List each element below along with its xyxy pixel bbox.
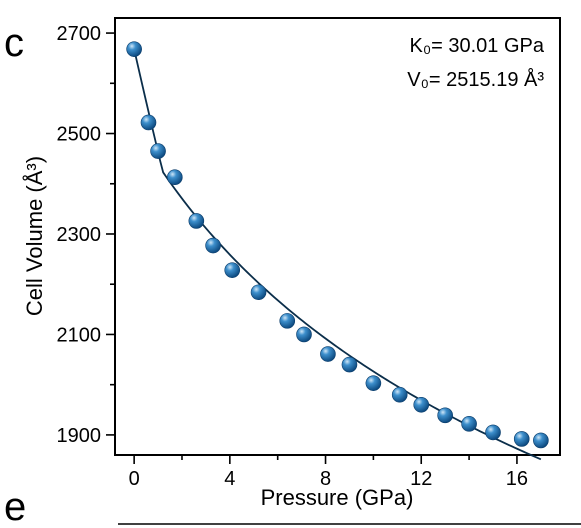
data-point: [250, 284, 267, 301]
x-axis-ticks: 0 4 8 12 16: [129, 455, 528, 490]
y-tick-label: 2700: [57, 23, 102, 45]
data-point: [296, 326, 312, 343]
data-point: [461, 416, 477, 432]
x-tick-label: 0: [129, 468, 140, 490]
y-tick-label: 2500: [57, 124, 102, 146]
x-axis-title: Pressure (GPa): [261, 485, 414, 510]
data-point: [513, 431, 530, 447]
plot-frame: [114, 17, 561, 456]
data-point: [140, 114, 157, 131]
x-tick-label: 16: [506, 468, 528, 490]
x-tick-label: 8: [320, 468, 331, 490]
data-point: [437, 407, 453, 424]
data-point: [224, 262, 241, 278]
annotation-v0: V₀= 2515.19 Å³: [407, 68, 544, 91]
panel-letter-c: c: [4, 21, 24, 65]
data-point: [413, 396, 430, 413]
annotation-k0: K₀= 30.01 GPa: [409, 35, 544, 57]
data-point: [485, 424, 501, 441]
x-tick-label: 12: [410, 468, 432, 490]
y-tick-label: 2300: [57, 224, 102, 246]
panel-letter-e: e: [4, 485, 26, 528]
fit-curve: [133, 48, 542, 461]
data-point: [188, 213, 205, 229]
data-point: [150, 143, 166, 159]
data-point: [365, 375, 382, 391]
data-point: [341, 356, 358, 373]
y-axis-title: Cell Volume (Å³): [22, 156, 47, 316]
data-point: [533, 432, 549, 449]
x-tick-label: 4: [224, 468, 235, 490]
data-point: [320, 346, 336, 362]
data-point: [167, 169, 183, 186]
data-point: [126, 41, 142, 57]
data-point: [205, 237, 221, 254]
y-tick-label: 2100: [57, 324, 102, 346]
data-points: [126, 41, 549, 449]
data-point: [391, 386, 408, 403]
y-tick-label: 1900: [57, 425, 102, 447]
y-axis-ticks: 1900 2100 2300 2500 2700: [57, 23, 115, 447]
data-point: [279, 313, 296, 329]
